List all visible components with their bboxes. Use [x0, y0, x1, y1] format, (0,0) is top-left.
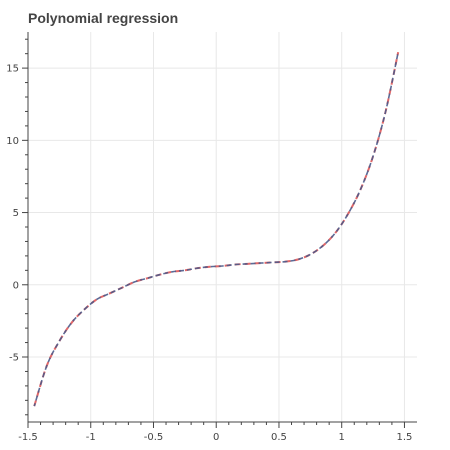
x-tick-label: 1 [339, 432, 345, 443]
tick-labels: -1.5 -1 -0.5 0 0.5 1 1.5 -5 0 5 10 15 [6, 64, 412, 443]
y-tick-label: -5 [9, 353, 19, 364]
y-tick-label: 15 [6, 64, 19, 75]
x-tick-label: -0.5 [144, 432, 164, 443]
x-tick-label: 0 [213, 432, 219, 443]
series-line-1 [33, 52, 399, 407]
chart-title: Polynomial regression [28, 10, 179, 26]
y-tick-label: 10 [6, 136, 19, 147]
y-tick-label: 5 [13, 208, 19, 219]
x-tick-label: 0.5 [271, 432, 287, 443]
series-group [33, 52, 400, 407]
x-tick-label: -1.5 [18, 432, 38, 443]
y-tick-label: 0 [13, 280, 19, 291]
grid [27, 32, 417, 422]
axes [22, 32, 417, 428]
x-tick-label: -1 [86, 432, 96, 443]
x-tick-label: 1.5 [396, 432, 412, 443]
